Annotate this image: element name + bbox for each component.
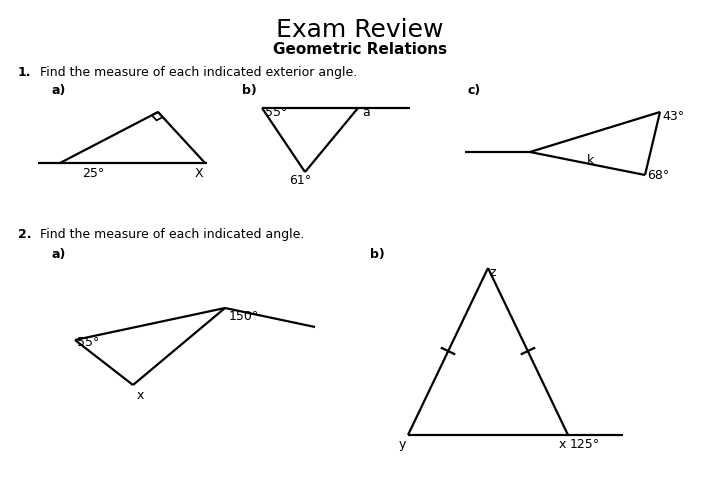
Text: Exam Review: Exam Review: [276, 18, 443, 42]
Text: 125°: 125°: [570, 438, 600, 451]
Text: a: a: [362, 106, 370, 119]
Text: Geometric Relations: Geometric Relations: [273, 42, 447, 57]
Text: a): a): [52, 248, 66, 261]
Text: z: z: [490, 266, 497, 279]
Text: 68°: 68°: [647, 169, 669, 182]
Text: k: k: [587, 154, 594, 167]
Text: 55°: 55°: [77, 336, 99, 349]
Text: x: x: [559, 438, 566, 451]
Text: c): c): [468, 84, 481, 97]
Text: 55°: 55°: [265, 106, 288, 119]
Text: b): b): [370, 248, 385, 261]
Text: 150°: 150°: [229, 310, 260, 323]
Text: 43°: 43°: [662, 110, 684, 123]
Text: 61°: 61°: [289, 174, 311, 187]
Text: b): b): [242, 84, 257, 97]
Text: a): a): [52, 84, 66, 97]
Text: 25°: 25°: [82, 167, 105, 180]
Text: Find the measure of each indicated exterior angle.: Find the measure of each indicated exter…: [40, 66, 357, 79]
Text: 2.: 2.: [18, 228, 32, 241]
Text: Find the measure of each indicated angle.: Find the measure of each indicated angle…: [40, 228, 304, 241]
Text: X: X: [195, 167, 203, 180]
Text: y: y: [399, 438, 406, 451]
Text: x: x: [137, 389, 144, 402]
Text: 1.: 1.: [18, 66, 32, 79]
